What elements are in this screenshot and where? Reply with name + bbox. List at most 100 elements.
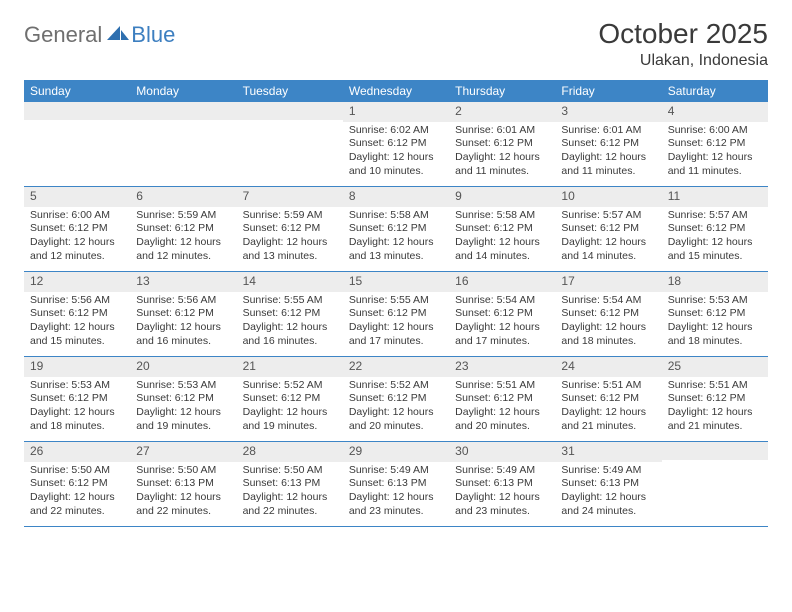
day-cell: 21Sunrise: 5:52 AMSunset: 6:12 PMDayligh… bbox=[237, 357, 343, 441]
day-detail-line: Daylight: 12 hours bbox=[30, 491, 124, 505]
day-detail-line: and 19 minutes. bbox=[136, 420, 230, 434]
day-details: Sunrise: 5:58 AMSunset: 6:12 PMDaylight:… bbox=[449, 209, 555, 264]
day-detail-line: Sunset: 6:12 PM bbox=[455, 137, 549, 151]
day-cell: 5Sunrise: 6:00 AMSunset: 6:12 PMDaylight… bbox=[24, 187, 130, 271]
day-cell: 2Sunrise: 6:01 AMSunset: 6:12 PMDaylight… bbox=[449, 102, 555, 186]
day-number: 24 bbox=[555, 357, 661, 377]
day-number: 23 bbox=[449, 357, 555, 377]
day-detail-line: and 22 minutes. bbox=[243, 505, 337, 519]
day-number: 3 bbox=[555, 102, 661, 122]
day-details: Sunrise: 5:56 AMSunset: 6:12 PMDaylight:… bbox=[24, 294, 130, 349]
day-detail-line: and 22 minutes. bbox=[30, 505, 124, 519]
day-details: Sunrise: 6:01 AMSunset: 6:12 PMDaylight:… bbox=[555, 124, 661, 179]
title-block: October 2025 Ulakan, Indonesia bbox=[598, 18, 768, 70]
day-detail-line: Sunrise: 5:49 AM bbox=[561, 464, 655, 478]
day-detail-line: Daylight: 12 hours bbox=[561, 151, 655, 165]
day-detail-line: Daylight: 12 hours bbox=[30, 236, 124, 250]
day-detail-line: Sunrise: 5:53 AM bbox=[30, 379, 124, 393]
day-detail-line: Daylight: 12 hours bbox=[561, 406, 655, 420]
day-detail-line: Sunset: 6:13 PM bbox=[455, 477, 549, 491]
day-cell: 14Sunrise: 5:55 AMSunset: 6:12 PMDayligh… bbox=[237, 272, 343, 356]
day-detail-line: Sunrise: 5:56 AM bbox=[30, 294, 124, 308]
day-details: Sunrise: 6:01 AMSunset: 6:12 PMDaylight:… bbox=[449, 124, 555, 179]
day-detail-line: Sunset: 6:13 PM bbox=[136, 477, 230, 491]
day-cell: 11Sunrise: 5:57 AMSunset: 6:12 PMDayligh… bbox=[662, 187, 768, 271]
day-detail-line: Daylight: 12 hours bbox=[455, 491, 549, 505]
day-details: Sunrise: 5:49 AMSunset: 6:13 PMDaylight:… bbox=[555, 464, 661, 519]
day-detail-line: Daylight: 12 hours bbox=[136, 406, 230, 420]
day-detail-line: Sunset: 6:12 PM bbox=[668, 307, 762, 321]
header: General Blue October 2025 Ulakan, Indone… bbox=[24, 18, 768, 70]
day-detail-line: Daylight: 12 hours bbox=[668, 406, 762, 420]
week-row: 26Sunrise: 5:50 AMSunset: 6:12 PMDayligh… bbox=[24, 442, 768, 527]
empty-day-cell bbox=[237, 102, 343, 186]
day-detail-line: Sunrise: 5:55 AM bbox=[349, 294, 443, 308]
day-cell: 16Sunrise: 5:54 AMSunset: 6:12 PMDayligh… bbox=[449, 272, 555, 356]
day-number bbox=[662, 442, 768, 460]
logo-sail-icon bbox=[107, 24, 129, 47]
day-details: Sunrise: 5:51 AMSunset: 6:12 PMDaylight:… bbox=[449, 379, 555, 434]
day-cell: 19Sunrise: 5:53 AMSunset: 6:12 PMDayligh… bbox=[24, 357, 130, 441]
day-cell: 27Sunrise: 5:50 AMSunset: 6:13 PMDayligh… bbox=[130, 442, 236, 526]
day-cell: 10Sunrise: 5:57 AMSunset: 6:12 PMDayligh… bbox=[555, 187, 661, 271]
day-detail-line: Sunset: 6:12 PM bbox=[455, 307, 549, 321]
week-row: 12Sunrise: 5:56 AMSunset: 6:12 PMDayligh… bbox=[24, 272, 768, 357]
day-detail-line: Sunrise: 5:53 AM bbox=[668, 294, 762, 308]
day-detail-line: Sunset: 6:12 PM bbox=[668, 222, 762, 236]
day-detail-line: Sunset: 6:12 PM bbox=[349, 307, 443, 321]
day-detail-line: Sunrise: 6:02 AM bbox=[349, 124, 443, 138]
day-details: Sunrise: 5:55 AMSunset: 6:12 PMDaylight:… bbox=[343, 294, 449, 349]
day-number: 4 bbox=[662, 102, 768, 122]
day-detail-line: and 11 minutes. bbox=[668, 165, 762, 179]
day-details: Sunrise: 5:56 AMSunset: 6:12 PMDaylight:… bbox=[130, 294, 236, 349]
day-detail-line: Sunset: 6:12 PM bbox=[136, 307, 230, 321]
day-detail-line: Sunrise: 5:51 AM bbox=[561, 379, 655, 393]
day-detail-line: Sunset: 6:12 PM bbox=[30, 307, 124, 321]
day-cell: 9Sunrise: 5:58 AMSunset: 6:12 PMDaylight… bbox=[449, 187, 555, 271]
day-detail-line: Daylight: 12 hours bbox=[455, 321, 549, 335]
day-detail-line: Sunset: 6:12 PM bbox=[349, 222, 443, 236]
day-number: 8 bbox=[343, 187, 449, 207]
day-cell: 7Sunrise: 5:59 AMSunset: 6:12 PMDaylight… bbox=[237, 187, 343, 271]
day-detail-line: Daylight: 12 hours bbox=[455, 406, 549, 420]
day-detail-line: Daylight: 12 hours bbox=[668, 321, 762, 335]
weekday-sunday: Sunday bbox=[24, 80, 130, 102]
calendar-page: General Blue October 2025 Ulakan, Indone… bbox=[0, 0, 792, 537]
day-details: Sunrise: 5:49 AMSunset: 6:13 PMDaylight:… bbox=[343, 464, 449, 519]
day-details: Sunrise: 5:50 AMSunset: 6:13 PMDaylight:… bbox=[130, 464, 236, 519]
day-number: 21 bbox=[237, 357, 343, 377]
day-detail-line: and 11 minutes. bbox=[455, 165, 549, 179]
day-details: Sunrise: 5:54 AMSunset: 6:12 PMDaylight:… bbox=[449, 294, 555, 349]
day-number: 10 bbox=[555, 187, 661, 207]
day-cell: 24Sunrise: 5:51 AMSunset: 6:12 PMDayligh… bbox=[555, 357, 661, 441]
day-number: 29 bbox=[343, 442, 449, 462]
location-label: Ulakan, Indonesia bbox=[598, 52, 768, 70]
day-cell: 22Sunrise: 5:52 AMSunset: 6:12 PMDayligh… bbox=[343, 357, 449, 441]
day-details: Sunrise: 5:51 AMSunset: 6:12 PMDaylight:… bbox=[662, 379, 768, 434]
day-detail-line: and 20 minutes. bbox=[455, 420, 549, 434]
day-cell: 18Sunrise: 5:53 AMSunset: 6:12 PMDayligh… bbox=[662, 272, 768, 356]
day-detail-line: Sunset: 6:13 PM bbox=[243, 477, 337, 491]
day-detail-line: and 23 minutes. bbox=[455, 505, 549, 519]
day-details: Sunrise: 5:50 AMSunset: 6:12 PMDaylight:… bbox=[24, 464, 130, 519]
day-detail-line: Sunset: 6:12 PM bbox=[30, 477, 124, 491]
logo-text-general: General bbox=[24, 22, 102, 48]
day-detail-line: and 20 minutes. bbox=[349, 420, 443, 434]
day-detail-line: Daylight: 12 hours bbox=[349, 151, 443, 165]
day-detail-line: Daylight: 12 hours bbox=[455, 236, 549, 250]
day-cell: 25Sunrise: 5:51 AMSunset: 6:12 PMDayligh… bbox=[662, 357, 768, 441]
day-detail-line: and 18 minutes. bbox=[561, 335, 655, 349]
day-detail-line: and 14 minutes. bbox=[455, 250, 549, 264]
day-detail-line: Sunset: 6:12 PM bbox=[243, 307, 337, 321]
day-detail-line: Sunset: 6:12 PM bbox=[136, 222, 230, 236]
day-cell: 12Sunrise: 5:56 AMSunset: 6:12 PMDayligh… bbox=[24, 272, 130, 356]
day-number: 26 bbox=[24, 442, 130, 462]
weekday-monday: Monday bbox=[130, 80, 236, 102]
logo-text-blue: Blue bbox=[131, 22, 175, 48]
day-number: 11 bbox=[662, 187, 768, 207]
day-detail-line: and 14 minutes. bbox=[561, 250, 655, 264]
week-row: 5Sunrise: 6:00 AMSunset: 6:12 PMDaylight… bbox=[24, 187, 768, 272]
day-details: Sunrise: 6:00 AMSunset: 6:12 PMDaylight:… bbox=[24, 209, 130, 264]
day-cell: 4Sunrise: 6:00 AMSunset: 6:12 PMDaylight… bbox=[662, 102, 768, 186]
day-details: Sunrise: 5:58 AMSunset: 6:12 PMDaylight:… bbox=[343, 209, 449, 264]
